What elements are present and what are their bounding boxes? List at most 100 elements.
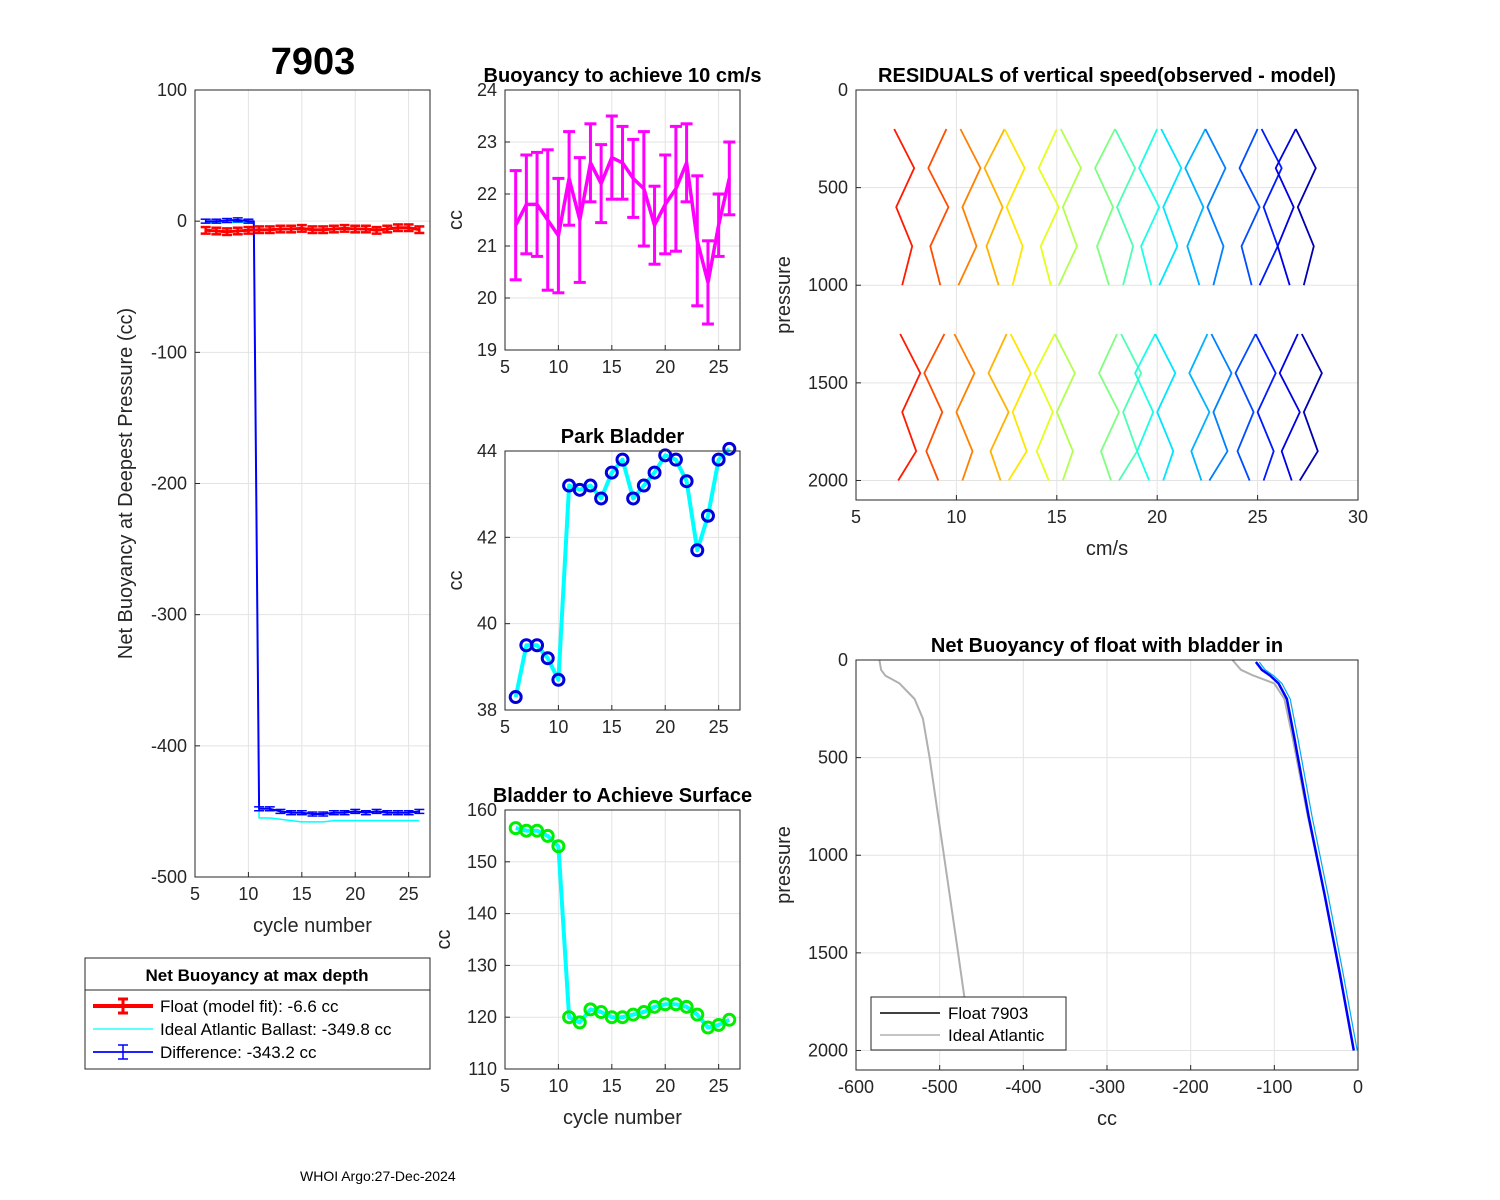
float-model-fit-errorbar	[254, 225, 265, 235]
net_buoyancy-y-tick-label: 0	[177, 211, 187, 231]
bladder_surface-x-tick-label: 20	[655, 1076, 675, 1096]
park_bladder-x-tick-label: 15	[602, 717, 622, 737]
residual-profile-upper	[1114, 128, 1136, 286]
residual-profile-lower	[1154, 333, 1177, 481]
difference-errorbar	[403, 810, 414, 816]
difference-errorbar	[382, 810, 393, 816]
bladder_surface-y-label: cc	[433, 930, 455, 950]
park-bladder-marker	[551, 672, 566, 687]
bladder_surface-x-label: cycle number	[563, 1107, 682, 1129]
park-bladder-marker	[583, 478, 598, 493]
park-bladder-marker	[679, 474, 694, 489]
ideal-profile-line	[878, 659, 968, 1012]
difference-errorbar	[371, 808, 382, 815]
buoyancy_10cms-x-tick-label: 10	[548, 357, 568, 377]
residuals-y-tick-label: 1000	[808, 275, 848, 295]
net_buoyancy_profile-x-tick-label: -500	[922, 1077, 958, 1097]
net_buoyancy_profile-y-label: pressure	[773, 826, 795, 904]
park-bladder-marker	[540, 651, 555, 666]
net_buoyancy-y-tick-label: 100	[157, 80, 187, 100]
bladder_surface-y-tick-label: 160	[467, 800, 497, 820]
net_buoyancy-x-label: cycle number	[253, 915, 372, 937]
residual-profile-lower	[1254, 333, 1277, 481]
net_buoyancy_profile-x-tick-label: -300	[1089, 1077, 1125, 1097]
residual-profile-upper	[1057, 128, 1082, 286]
park-bladder-marker	[722, 441, 737, 456]
net_buoyancy-x-tick-label: 15	[292, 884, 312, 904]
park-bladder-marker	[615, 452, 630, 467]
net_buoyancy_profile-y-tick-label: 1000	[808, 845, 848, 865]
net_buoyancy_profile-x-tick-label: -600	[838, 1077, 874, 1097]
residuals-y-tick-label: 1500	[808, 373, 848, 393]
profile-legend-label: Float 7903	[948, 1004, 1028, 1023]
park_bladder-y-tick-label: 42	[477, 527, 497, 547]
float-model-fit-errorbar	[328, 224, 339, 234]
residual-profile-upper	[1003, 128, 1026, 286]
residual-profile-upper	[1274, 128, 1297, 286]
park_bladder-axes-box	[504, 450, 741, 711]
net_buoyancy-axes-box	[194, 89, 431, 878]
residuals-x-tick-label: 5	[851, 507, 861, 527]
bladder_surface-x-tick-label: 10	[548, 1076, 568, 1096]
net_buoyancy-y-tick-label: -300	[151, 605, 187, 625]
net_buoyancy_profile-x-label: cc	[1097, 1108, 1117, 1130]
profile-legend-box	[870, 996, 1067, 1051]
buoyancy-errorbar	[509, 169, 522, 282]
residual-profile-upper	[1184, 128, 1207, 286]
difference-errorbar	[360, 810, 371, 816]
residuals-y-tick-label: 500	[818, 178, 848, 198]
difference-line	[205, 218, 420, 815]
difference-errorbar	[339, 810, 350, 816]
residuals-x-tick-label: 15	[1047, 507, 1067, 527]
difference-errorbar	[243, 218, 254, 224]
difference-errorbar	[222, 217, 233, 224]
bladder-surface-marker	[594, 1005, 609, 1020]
buoyancy_10cms-y-tick-label: 22	[477, 184, 497, 204]
net_buoyancy-y-tick-label: -200	[151, 474, 187, 494]
bladder_surface-y-tick-label: 120	[467, 1007, 497, 1027]
park_bladder-y-tick-label: 38	[477, 700, 497, 720]
float-model-fit-errorbar	[392, 223, 403, 233]
buoyancy_10cms-y-tick-label: 23	[477, 132, 497, 152]
residual-profile-lower	[1134, 333, 1157, 481]
park-bladder-marker	[594, 491, 609, 506]
net_buoyancy-y-tick-label: -100	[151, 342, 187, 362]
park_bladder-x-tick-label: 10	[548, 717, 568, 737]
buoyancy_10cms-y-tick-label: 24	[477, 80, 497, 100]
float-profile-line	[1254, 661, 1356, 1051]
residual-profile-upper	[1158, 128, 1183, 286]
buoyancy_10cms-title: Buoyancy to achieve 10 cm/s	[484, 65, 762, 87]
bladder-surface-marker	[540, 828, 555, 843]
residual-profile-upper	[893, 128, 916, 286]
residual-profile-lower	[897, 333, 922, 481]
residuals-x-label: cm/s	[1086, 538, 1128, 560]
float-model-fit-errorbar	[307, 225, 318, 235]
difference-errorbar	[254, 806, 265, 812]
bladder_surface-y-tick-label: 150	[467, 852, 497, 872]
residual-profile-upper	[983, 128, 1006, 286]
profile-legend-label: Ideal Atlantic	[948, 1026, 1045, 1045]
residual-profile-upper	[927, 128, 950, 286]
bladder-surface-marker	[690, 1007, 705, 1022]
float-model-fit-errorbar	[243, 225, 254, 235]
float-model-fit-errorbar	[318, 225, 329, 235]
park-bladder-marker	[508, 690, 523, 705]
float-model-fit-errorbar	[371, 225, 382, 235]
float-model-fit-errorbar	[339, 223, 350, 233]
buoyancy-errorbar	[723, 140, 736, 217]
net-legend-box	[84, 957, 431, 1070]
bladder-surface-marker	[722, 1012, 737, 1027]
net-legend-label: Difference: -343.2 cc	[160, 1043, 317, 1062]
main-title: 7903	[271, 41, 356, 83]
bladder_surface-title: Bladder to Achieve Surface	[493, 785, 752, 807]
residuals-x-tick-label: 25	[1248, 507, 1268, 527]
bladder_surface-y-tick-label: 110	[468, 1059, 497, 1079]
buoyancy_10cms-x-tick-label: 15	[602, 357, 622, 377]
bladder-surface-marker	[711, 1017, 726, 1032]
park-bladder-marker	[690, 543, 705, 558]
net_buoyancy_profile-x-tick-label: 0	[1353, 1077, 1363, 1097]
net_buoyancy_profile-y-tick-label: 1500	[808, 943, 848, 963]
bladder_surface-x-tick-label: 5	[500, 1076, 510, 1096]
park-bladder-marker	[530, 638, 545, 653]
net-legend-label: Float (model fit): -6.6 cc	[160, 997, 339, 1016]
